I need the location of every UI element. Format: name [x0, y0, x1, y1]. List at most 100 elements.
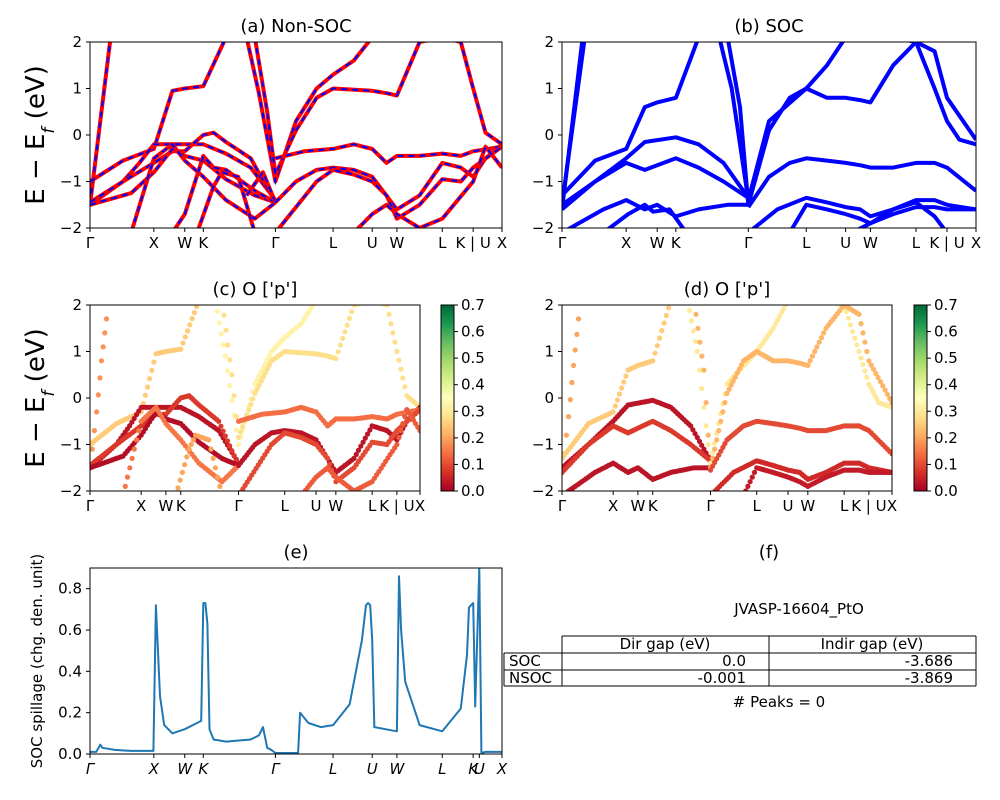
x-tick-label: X: [887, 497, 897, 515]
projection-point: [847, 322, 854, 328]
y-tick-label: 0.4: [58, 662, 82, 680]
x-tick-label: X: [496, 760, 508, 778]
projection-point: [616, 391, 623, 397]
projection-point: [701, 367, 707, 373]
projection-point: [367, 427, 373, 433]
projection-point: [845, 315, 852, 321]
y-tick-label: 2: [72, 33, 82, 51]
projection-point: [191, 310, 197, 316]
projection-point: [732, 374, 738, 380]
x-tick-label: L: [840, 497, 849, 515]
panel-e-ylabel: SOC spillage (chg. den. unit): [28, 554, 46, 769]
projection-point: [215, 474, 221, 480]
projection-point: [770, 325, 776, 331]
colorbar-tick-label: 0.0: [934, 482, 958, 500]
projection-point: [344, 322, 350, 328]
projection-point: [788, 298, 793, 303]
projection-point: [877, 379, 884, 385]
projection-point: [873, 370, 879, 376]
panel-b-plot: [562, 42, 976, 228]
projection-point: [360, 439, 366, 445]
projection-point: [299, 493, 304, 498]
projection-point: [353, 451, 359, 457]
y-tick-label: 0: [72, 389, 82, 407]
projection-point: [256, 373, 262, 379]
projection-point: [792, 298, 797, 303]
x-tick-label: Γ: [706, 497, 715, 515]
colorbar-tick-label: 0.4: [934, 376, 958, 394]
x-tick-label: U: [367, 760, 378, 778]
band-line-soc: [606, 202, 686, 228]
projection-point: [686, 308, 693, 314]
projection-point: [692, 431, 698, 437]
projection-point: [705, 432, 711, 438]
projection-point: [724, 390, 730, 396]
projection-point: [136, 428, 142, 434]
projection-point: [217, 483, 223, 489]
table-cell-dir: 0.0: [722, 652, 746, 670]
projection-point: [676, 298, 681, 303]
projection-point: [208, 446, 214, 452]
colorbar-tick-label: 0.1: [461, 455, 485, 473]
projection-point: [184, 454, 190, 460]
projection-point: [864, 348, 870, 355]
x-tick-label: Γ: [744, 234, 753, 252]
projection-point: [699, 353, 705, 359]
band-line-soc: [726, 42, 976, 207]
y-tick-label: −1: [60, 173, 82, 191]
band-line-soc: [562, 42, 700, 197]
projection-point: [659, 328, 665, 334]
projection-point: [358, 443, 364, 449]
projection-point: [362, 435, 368, 441]
projection-point: [210, 455, 216, 461]
projection-point: [94, 409, 100, 415]
x-tick-label: W: [177, 760, 193, 778]
y-tick-label: 1: [72, 80, 82, 98]
projection-point: [252, 381, 258, 387]
projection-point: [218, 331, 224, 337]
projection-point: [365, 299, 370, 304]
projection-point: [690, 427, 696, 433]
projection-point: [671, 298, 676, 303]
projection-point: [795, 298, 800, 303]
projection-point: [790, 298, 795, 303]
projection-point: [710, 450, 716, 456]
projection-point: [887, 395, 892, 402]
projection-point: [325, 455, 331, 461]
band-line-soc: [562, 156, 750, 211]
projection-point: [266, 362, 272, 368]
x-tick-label: K: [671, 234, 682, 252]
x-tick-label: W: [328, 497, 343, 515]
projection-point: [677, 298, 682, 303]
projection-point: [252, 390, 258, 396]
projection-point: [390, 330, 396, 336]
projection-point: [614, 397, 621, 403]
projection-point: [396, 434, 402, 441]
projection-point: [337, 342, 343, 348]
projection-point: [875, 374, 881, 381]
x-tick-label: Γ: [86, 760, 96, 778]
projection-point: [187, 322, 193, 328]
projection-point: [781, 305, 787, 311]
band-line-soc: [790, 202, 976, 228]
table-header-dir: Dir gap (eV): [620, 635, 711, 653]
projection-point: [699, 386, 705, 392]
y-tick-label: −1: [532, 173, 554, 191]
band-line-soc-dashed: [90, 147, 276, 206]
projection-point: [701, 404, 707, 410]
projection-point: [718, 448, 724, 454]
projection-point: [227, 383, 233, 389]
projection-point: [216, 418, 222, 424]
panel-c-title: (c) O ['p']: [213, 279, 298, 300]
projection-point: [720, 409, 726, 415]
projection-point: [621, 379, 627, 385]
projection-point: [396, 357, 402, 363]
projection-point: [231, 393, 237, 399]
projection-point: [194, 305, 200, 310]
y-tick-label: 0: [544, 389, 554, 407]
band-line-soc-dashed: [90, 143, 277, 206]
colorbar-tick-label: 0.4: [461, 376, 485, 394]
